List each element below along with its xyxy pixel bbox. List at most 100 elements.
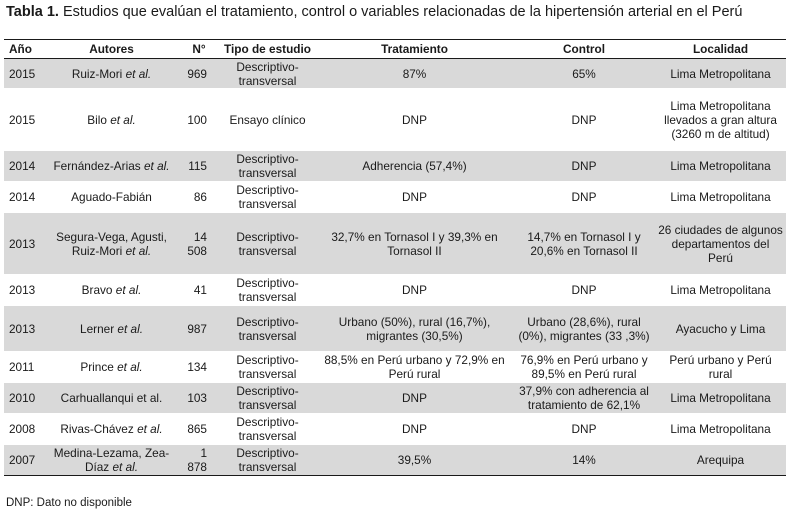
cell-n: 115	[179, 150, 219, 182]
cell-study-type: Descriptivo-transversal	[219, 150, 316, 182]
cell-location: Lima Metropolitana	[655, 150, 786, 182]
cell-year: 2015	[4, 88, 44, 151]
cell-n: 86	[179, 181, 219, 213]
cell-treatment: DNP	[316, 88, 513, 151]
cell-authors: Segura-Vega, Agusti, Ruiz-Mori et al.	[44, 212, 179, 275]
cell-year: 2014	[4, 150, 44, 182]
cell-treatment: DNP	[316, 382, 513, 414]
cell-year: 2011	[4, 351, 44, 383]
cell-control: DNP	[513, 413, 655, 445]
cell-n: 103	[179, 382, 219, 414]
cell-treatment: DNP	[316, 274, 513, 306]
cell-location: Lima Metropolitana	[655, 181, 786, 213]
cell-control: Urbano (28,6%), rural (0%), migrantes (3…	[513, 305, 655, 352]
table-row: 2014 Fernández-Arias et al. 115 Descript…	[4, 150, 786, 182]
author-name: Ruiz-Mori	[71, 66, 123, 81]
cell-location: Lima Metropolitana llevados a gran altur…	[655, 88, 786, 151]
author-etal: et al.	[112, 460, 139, 474]
table-row: 2010 Carhuallanqui et al. 103 Descriptiv…	[4, 382, 786, 414]
author-name: Segura-Vega, Agusti, Ruiz-Mori	[56, 229, 167, 258]
cell-treatment: 32,7% en Tornasol I y 39,3% en Tornasol …	[316, 212, 513, 275]
cell-n: 1 878	[179, 444, 219, 476]
cell-study-type: Descriptivo-transversal	[219, 58, 316, 89]
author-name: Bravo	[81, 283, 113, 297]
cell-authors: Bravo et al.	[44, 274, 179, 306]
table-row: 2014 Aguado-Fabián 86 Descriptivo-transv…	[4, 181, 786, 213]
cell-treatment: 39,5%	[316, 444, 513, 476]
cell-authors: Prince et al.	[44, 351, 179, 383]
table-row: 2013 Segura-Vega, Agusti, Ruiz-Mori et a…	[4, 212, 786, 275]
table-header-row: Año Autores N° Tipo de estudio Tratamien…	[4, 39, 786, 59]
cell-treatment: DNP	[316, 181, 513, 213]
cell-treatment: Adherencia (57,4%)	[316, 150, 513, 182]
author-name: Lerner	[80, 321, 115, 336]
cell-n: 969	[179, 58, 219, 89]
col-header-year: Año	[4, 39, 44, 59]
cell-year: 2007	[4, 444, 44, 476]
cell-n: 987	[179, 305, 219, 352]
cell-control: DNP	[513, 88, 655, 151]
author-name: Rivas-Chávez	[60, 422, 134, 436]
cell-year: 2015	[4, 58, 44, 89]
cell-year: 2013	[4, 212, 44, 275]
cell-control: 76,9% en Perú urbano y 89,5% en Perú rur…	[513, 351, 655, 383]
table-row: 2013 Bravo et al. 41 Descriptivo-transve…	[4, 274, 786, 306]
cell-n: 41	[179, 274, 219, 306]
cell-treatment: 88,5% en Perú urbano y 72,9% en Perú rur…	[316, 351, 513, 383]
table-row: 2011 Prince et al. 134 Descriptivo-trans…	[4, 351, 786, 383]
cell-treatment: DNP	[316, 413, 513, 445]
cell-location: Lima Metropolitana	[655, 274, 786, 306]
cell-authors: Lerner et al.	[44, 305, 179, 352]
author-name: Bilo	[87, 112, 107, 127]
table-row: 2007 Medina-Lezama, Zea-Díaz et al. 1 87…	[4, 444, 786, 476]
author-name: Aguado-Fabián	[71, 190, 152, 204]
cell-location: Ayacucho y Lima	[655, 305, 786, 352]
table-caption: Tabla 1. Estudios que evalúan el tratami…	[6, 3, 742, 21]
cell-location: Perú urbano y Perú rural	[655, 351, 786, 383]
cell-authors: Bilo et al.	[44, 88, 179, 151]
cell-year: 2014	[4, 181, 44, 213]
cell-location: 26 ciudades de algunos departamentos del…	[655, 212, 786, 275]
col-header-location: Localidad	[655, 39, 786, 59]
cell-n: 865	[179, 413, 219, 445]
author-name: Medina-Lezama, Zea-Díaz	[53, 446, 170, 474]
cell-location: Arequipa	[655, 444, 786, 476]
cell-location: Lima Metropolitana	[655, 382, 786, 414]
author-name: Prince	[80, 360, 114, 374]
cell-study-type: Descriptivo-transversal	[219, 181, 316, 213]
cell-authors: Aguado-Fabián	[44, 181, 179, 213]
cell-control: 37,9% con adherencia al tratamiento de 6…	[513, 382, 655, 414]
author-etal: et al.	[110, 112, 136, 127]
author-etal: et al.	[143, 159, 170, 173]
cell-study-type: Ensayo clínico	[219, 88, 316, 151]
cell-year: 2013	[4, 274, 44, 306]
cell-authors: Rivas-Chávez et al.	[44, 413, 179, 445]
table-footnote: DNP: Dato no disponible	[6, 497, 132, 509]
studies-table: Año Autores N° Tipo de estudio Tratamien…	[4, 39, 786, 476]
table-row: 2013 Lerner et al. 987 Descriptivo-trans…	[4, 305, 786, 352]
cell-study-type: Descriptivo-transversal	[219, 305, 316, 352]
cell-n: 14 508	[179, 212, 219, 275]
cell-control: DNP	[513, 181, 655, 213]
cell-year: 2008	[4, 413, 44, 445]
cell-control: DNP	[513, 274, 655, 306]
cell-location: Lima Metropolitana	[655, 413, 786, 445]
cell-authors: Fernández-Arias et al.	[44, 150, 179, 182]
table-row: 2008 Rivas-Chávez et al. 865 Descriptivo…	[4, 413, 786, 445]
author-etal: et al.	[115, 283, 142, 297]
table-row: 2015 Bilo et al. 100 Ensayo clínico DNP …	[4, 88, 786, 151]
author-name: Carhuallanqui et al.	[60, 391, 163, 405]
col-header-treatment: Tratamiento	[316, 39, 513, 59]
cell-n: 134	[179, 351, 219, 383]
col-header-study-type: Tipo de estudio	[219, 39, 316, 59]
col-header-authors: Autores	[44, 39, 179, 59]
table-caption-label: Tabla 1.	[6, 4, 59, 20]
cell-authors: Carhuallanqui et al.	[44, 382, 179, 414]
cell-treatment: 87%	[316, 58, 513, 89]
cell-year: 2013	[4, 305, 44, 352]
table-row: 2015 Ruiz-Mori et al. 969 Descriptivo-tr…	[4, 58, 786, 89]
cell-treatment: Urbano (50%), rural (16,7%), migrantes (…	[316, 305, 513, 352]
cell-control: 14%	[513, 444, 655, 476]
cell-location: Lima Metropolitana	[655, 58, 786, 89]
cell-study-type: Descriptivo-transversal	[219, 274, 316, 306]
